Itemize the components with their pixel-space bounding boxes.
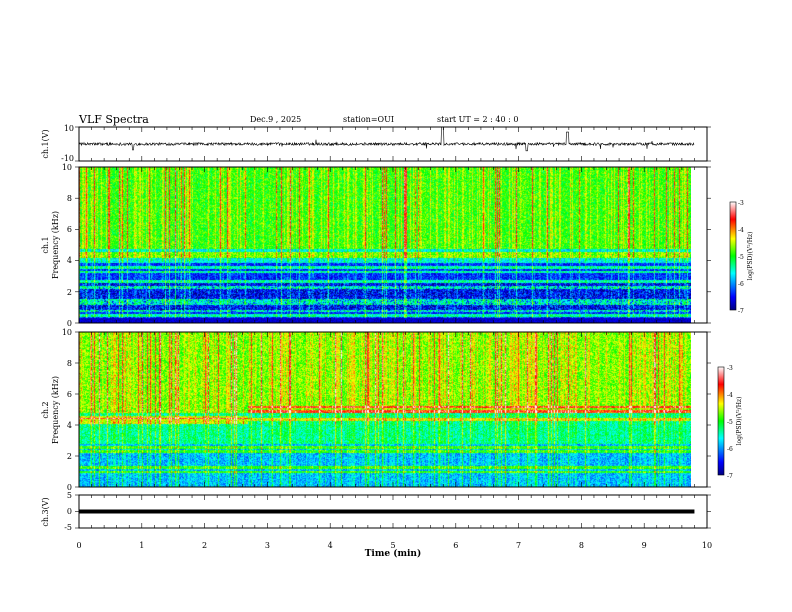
ch2-channel-label: ch.2 [41,401,50,418]
ch1-ytick: 6 [67,225,72,234]
ch1-ylabel: ch.1(V) [41,129,50,158]
time-axis-label: Time (min) [365,548,422,559]
time-axis-tick-label: 1 [139,541,144,550]
ch1-ytick: 0 [67,319,72,328]
ch1-ytick: 2 [67,288,72,297]
ch1-frequency-ylabel: Frequency (kHz) [51,211,60,279]
ch1-tick-marks [75,126,711,162]
time-axis-tick-label: 3 [265,541,270,550]
ch1-ytick-bottom: -10 [61,154,74,163]
ch2-ytick: 6 [67,390,72,399]
time-axis-tick-label: 0 [76,541,81,550]
ch1-channel-label: ch.1 [41,236,50,253]
ch2-ytick: 8 [67,359,72,368]
figure-title: VLF Spectra [79,113,149,126]
ch3-ytick: 0 [67,507,72,516]
ch1-spectrogram-ticks [75,166,711,324]
cb2-label: log(PSD)(V²/Hz) [736,397,743,446]
time-axis-tick-label: 8 [579,541,584,550]
ch1-ytick-top: 10 [64,124,74,133]
ch1-spectrogram-panel: 0 2 4 6 8 10 ch.1 Frequency (kHz) [41,163,711,328]
time-axis-tick-label: 4 [328,541,333,550]
ch3-ytick: 5 [67,491,72,500]
ch3-ytick: -5 [64,523,72,532]
ch1-ytick: 8 [67,194,72,203]
ch2-spectrogram-image [79,332,691,487]
cb1-label: log(PSD)(V²/Hz) [747,232,754,281]
cb1-tick: -6 [738,281,744,288]
ch1-waveform-panel: 10 -10 ch.1(V) [41,124,711,163]
cb1-tick: -4 [738,227,744,234]
ch2-spectrogram-ticks [75,331,711,488]
ch3-ylabel: ch.3(V) [41,497,50,526]
start-time-label: start UT = 2 : 40 : 0 [437,115,519,124]
time-axis-tick-label: 2 [202,541,207,550]
ch1-waveform-trace [78,126,695,152]
time-axis-tick-label: 7 [516,541,521,550]
cb2-tick: -4 [727,392,733,399]
time-axis-tick-label: 9 [642,541,647,550]
ch2-ytick: 0 [67,483,72,492]
ch2-ytick: 4 [67,421,72,430]
cb2-tick: -7 [727,473,733,480]
station-label: station=OUI [343,115,394,124]
cb1-tick: -3 [738,200,744,207]
ch2-frequency-tick-labels: 0 2 4 6 8 10 [62,328,72,492]
ch2-frequency-ylabel: Frequency (kHz) [51,376,60,444]
time-axis-tick-label: 5 [390,541,395,550]
cb1-tick: -5 [738,254,744,261]
cb2-tick: -3 [727,365,733,372]
ch1-colorbar: -3 -4 -5 -6 -7 log(PSD)(V²/Hz) [729,200,754,315]
date-label: Dec.9 , 2025 [250,115,302,124]
ch1-ytick: 10 [62,163,72,172]
ch2-ytick: 10 [62,328,72,337]
ch2-spectrogram-panel: 0 2 4 6 8 10 ch.2 Frequency (kHz) [41,328,711,492]
time-axis-tick-labels: 0 1 2 3 4 5 6 7 8 9 10 [76,541,712,550]
ch1-spectrogram-image [79,167,691,323]
time-axis-tick-label: 6 [453,541,458,550]
ch1-frequency-tick-labels: 0 2 4 6 8 10 [62,163,72,328]
ch1-ytick: 4 [67,256,72,265]
cb1-tick: -7 [738,308,744,315]
cb2-tick: -6 [727,446,733,453]
ch3-panel: 5 0 -5 ch.3(V) [41,491,711,532]
time-axis-tick-label: 10 [702,541,712,550]
ch3-tick-marks [75,494,711,529]
ch2-colorbar: -3 -4 -5 -6 -7 log(PSD)(V²/Hz) [717,365,743,480]
cb2-tick: -5 [727,419,733,426]
ch2-ytick: 2 [67,452,72,461]
